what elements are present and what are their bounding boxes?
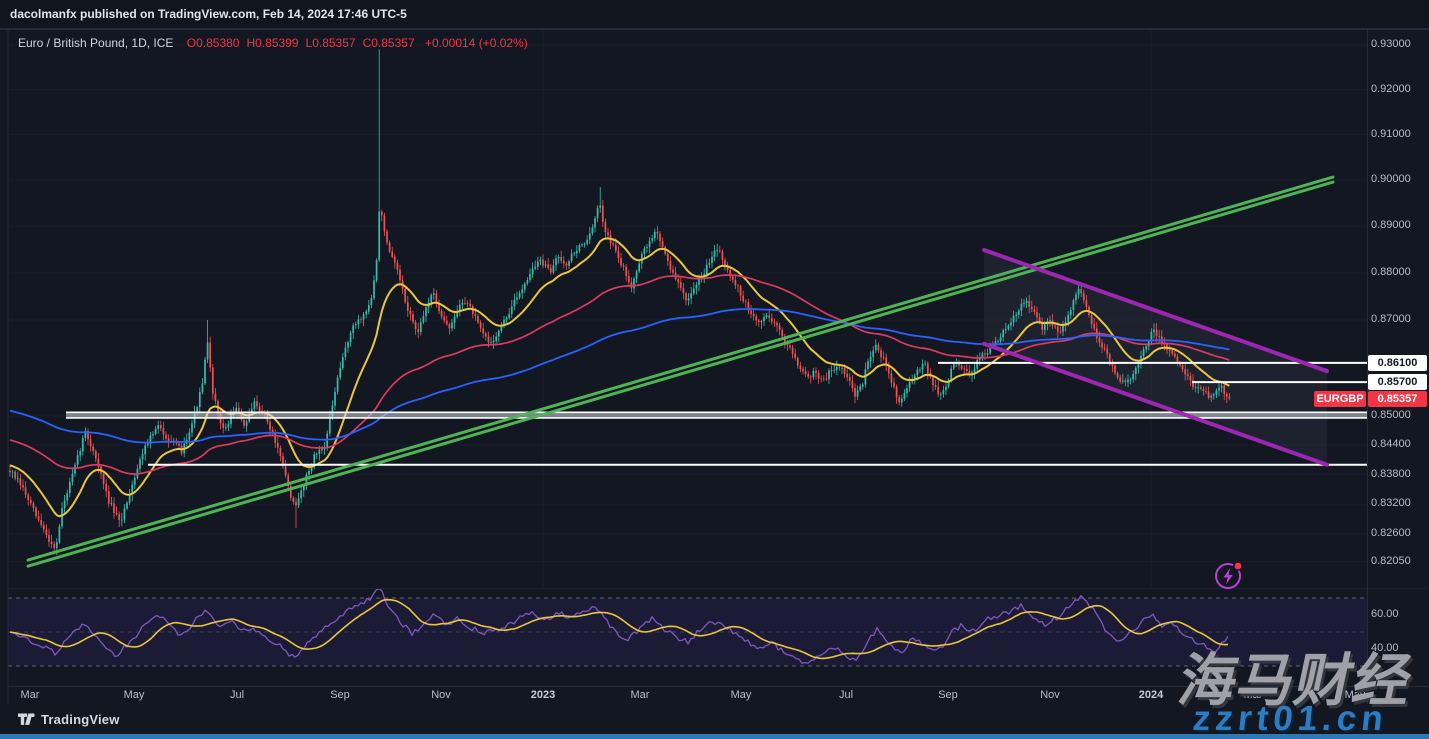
symbol-title[interactable]: Euro / British Pound, 1D, ICE	[18, 36, 174, 50]
notification-dot	[1234, 562, 1242, 570]
change-value: +0.00014 (+0.02%)	[424, 36, 528, 50]
rsi-axis-label: 60.00	[1371, 608, 1399, 620]
purple-trendline[interactable]	[982, 248, 1329, 374]
tradingview-logo-text: TradingView	[41, 712, 120, 727]
ohlc-h: H0.85399	[246, 36, 299, 50]
price-level-badge-0857: 0.85700	[1368, 374, 1427, 391]
price-tick: 0.93000	[1371, 38, 1411, 50]
price-tick: 0.82600	[1371, 527, 1411, 540]
chart-legend[interactable]: Euro / British Pound, 1D, ICE O0.85380 H0…	[18, 36, 528, 50]
time-axis-label-may: May	[123, 689, 145, 701]
watermark-site: zzrt01.cn	[1191, 699, 1390, 738]
main-pane[interactable]	[8, 30, 1367, 686]
icon-ring	[1215, 563, 1241, 589]
price-tick: 0.85000	[1371, 408, 1411, 421]
ma-mid-line	[9, 274, 1230, 475]
price-tick: 0.83800	[1371, 467, 1411, 480]
ma-fast-line	[9, 237, 1230, 518]
price-tick: 0.90000	[1371, 173, 1411, 186]
time-axis-label-sep: Sep	[330, 689, 350, 701]
purple-trendline[interactable]	[982, 341, 1329, 467]
green-trendline[interactable]	[26, 180, 1335, 568]
lightning-circle-icon[interactable]	[1211, 558, 1247, 594]
time-axis-label-may: May	[1344, 689, 1366, 701]
price-tick: 0.89000	[1371, 219, 1411, 232]
bolt-glyph	[1223, 568, 1233, 585]
rsi-axis-label: 40.00	[1371, 642, 1399, 654]
price-tick: 0.84400	[1371, 438, 1411, 451]
time-axis-label-mar: Mar	[630, 689, 650, 701]
time-axis-label-mar: Mar	[1243, 689, 1263, 701]
time-axis-label-2023: 2023	[530, 689, 556, 701]
tradingview-logo-icon	[18, 713, 35, 725]
ohlc-o: O0.85380	[186, 36, 240, 50]
attribution-bar: dacolmanfx published on TradingView.com,…	[0, 0, 1429, 29]
time-axis-label-jul: Jul	[229, 689, 245, 701]
symbol-price-badge-label: EURGBP	[1314, 390, 1366, 407]
time-axis-label-nov: Nov	[431, 689, 451, 701]
time-axis-label-sep: Sep	[938, 689, 958, 701]
bottom-accent-bar	[0, 734, 1429, 739]
time-axis-label-2024: 2024	[1138, 689, 1164, 701]
symbol-price-badge-value: 0.85357	[1368, 390, 1427, 407]
price-tick: 0.91000	[1371, 127, 1411, 140]
rsi-ma-line	[9, 598, 1229, 660]
rsi-pane[interactable]	[8, 589, 1367, 667]
time-axis-label-may: May	[730, 689, 752, 701]
price-tick: 0.88000	[1371, 265, 1411, 278]
channel-fill	[984, 250, 1327, 465]
price-level-badge-0861: 0.86100	[1368, 354, 1427, 371]
price-tick: 0.87000	[1371, 313, 1411, 326]
ma-slow-line	[9, 308, 1230, 444]
rsi-line	[9, 589, 1229, 664]
price-tick: 0.82050	[1371, 554, 1411, 567]
time-axis-label-jul: Jul	[838, 689, 854, 701]
ohlc-c: C0.85357	[362, 36, 415, 50]
green-trendline[interactable]	[26, 175, 1335, 562]
tradingview-logo[interactable]: TradingView	[18, 712, 120, 727]
attribution-text: dacolmanfx published on TradingView.com,…	[10, 7, 407, 21]
ohlc-values: O0.85380 H0.85399 L0.85357 C0.85357	[187, 36, 422, 50]
time-axis-label-nov: Nov	[1040, 689, 1060, 701]
ohlc-l: L0.85357	[305, 36, 356, 50]
support-zone	[66, 412, 1367, 418]
time-axis-label-mar: Mar	[20, 689, 40, 701]
price-tick: 0.83200	[1371, 497, 1411, 510]
price-tick: 0.92000	[1371, 82, 1411, 95]
